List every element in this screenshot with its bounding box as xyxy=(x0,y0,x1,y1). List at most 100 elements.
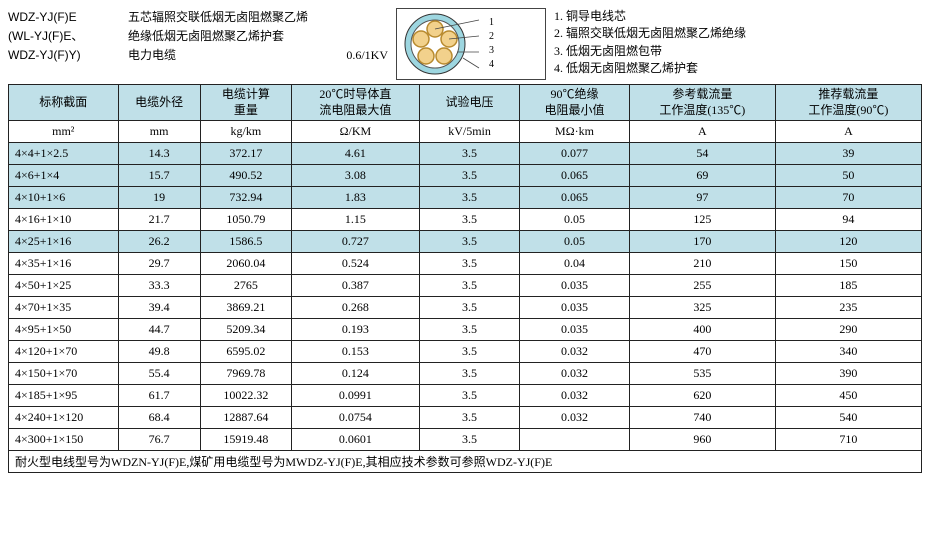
cell: 14.3 xyxy=(118,143,200,165)
cell: 2060.04 xyxy=(200,253,291,275)
cell: 0.124 xyxy=(292,363,420,385)
footnote-row: 耐火型电线型号为WDZN-YJ(F)E,煤矿用电缆型号为MWDZ-YJ(F)E,… xyxy=(9,451,922,473)
col-header-2: 电缆计算重量 xyxy=(200,85,291,121)
cell: 372.17 xyxy=(200,143,291,165)
cell: 29.7 xyxy=(118,253,200,275)
cell: 26.2 xyxy=(118,231,200,253)
cell: 0.035 xyxy=(520,297,630,319)
cell: 4×300+1×150 xyxy=(9,429,119,451)
table-row: 4×300+1×15076.715919.480.06013.5960710 xyxy=(9,429,922,451)
col-header-5: 90℃绝缘电阻最小值 xyxy=(520,85,630,121)
cell: 3869.21 xyxy=(200,297,291,319)
cell: 0.0754 xyxy=(292,407,420,429)
table-row: 4×10+1×619732.941.833.50.0659770 xyxy=(9,187,922,209)
cell: 4×35+1×16 xyxy=(9,253,119,275)
cell: 94 xyxy=(775,209,921,231)
cell: 44.7 xyxy=(118,319,200,341)
table-row: 4×70+1×3539.43869.210.2683.50.035325235 xyxy=(9,297,922,319)
cell: 4×25+1×16 xyxy=(9,231,119,253)
cell: 7969.78 xyxy=(200,363,291,385)
spec-table: 标称截面电缆外径电缆计算重量20℃时导体直流电阻最大值试验电压90℃绝缘电阻最小… xyxy=(8,84,922,473)
col-unit-5: MΩ·km xyxy=(520,121,630,143)
cell: 12887.64 xyxy=(200,407,291,429)
col-unit-4: kV/5min xyxy=(419,121,519,143)
cell: 15.7 xyxy=(118,165,200,187)
cell: 39.4 xyxy=(118,297,200,319)
cell: 4×95+1×50 xyxy=(9,319,119,341)
cell: 49.8 xyxy=(118,341,200,363)
cell: 76.7 xyxy=(118,429,200,451)
legend-1: 1. 铜导电线芯 xyxy=(554,8,922,25)
cell: 325 xyxy=(629,297,775,319)
cell: 125 xyxy=(629,209,775,231)
cell: 732.94 xyxy=(200,187,291,209)
cell: 0.04 xyxy=(520,253,630,275)
cell: 0.727 xyxy=(292,231,420,253)
table-row: 4×6+1×415.7490.523.083.50.0656950 xyxy=(9,165,922,187)
cell xyxy=(520,429,630,451)
header-row-2: mm²mmkg/kmΩ/KMkV/5minMΩ·kmAA xyxy=(9,121,922,143)
cell: 540 xyxy=(775,407,921,429)
table-row: 4×150+1×7055.47969.780.1243.50.032535390 xyxy=(9,363,922,385)
col-unit-7: A xyxy=(775,121,921,143)
table-row: 4×4+1×2.514.3372.174.613.50.0775439 xyxy=(9,143,922,165)
cell: 620 xyxy=(629,385,775,407)
table-row: 4×25+1×1626.21586.50.7273.50.05170120 xyxy=(9,231,922,253)
cell: 2765 xyxy=(200,275,291,297)
cell: 0.035 xyxy=(520,319,630,341)
cell: 50 xyxy=(775,165,921,187)
cell: 0.035 xyxy=(520,275,630,297)
diagram-number-labels: 1 2 3 4 xyxy=(487,12,496,76)
cell: 21.7 xyxy=(118,209,200,231)
cell: 4.61 xyxy=(292,143,420,165)
cell: 33.3 xyxy=(118,275,200,297)
table-row: 4×120+1×7049.86595.020.1533.50.032470340 xyxy=(9,341,922,363)
hdr-voltage: 0.6/1KV xyxy=(346,46,388,65)
cell: 0.077 xyxy=(520,143,630,165)
cell: 0.0601 xyxy=(292,429,420,451)
cell: 97 xyxy=(629,187,775,209)
col-header-7: 推荐载流量工作温度(90℃) xyxy=(775,85,921,121)
cell: 960 xyxy=(629,429,775,451)
cell: 1050.79 xyxy=(200,209,291,231)
cell: 3.5 xyxy=(419,319,519,341)
hdr-code-2: WDZ-YJ(F)Y) xyxy=(8,46,128,65)
col-header-6: 参考载流量工作温度(135℃) xyxy=(629,85,775,121)
cell: 3.5 xyxy=(419,429,519,451)
cell: 1.15 xyxy=(292,209,420,231)
cell: 39 xyxy=(775,143,921,165)
cell: 0.153 xyxy=(292,341,420,363)
col-header-3: 20℃时导体直流电阻最大值 xyxy=(292,85,420,121)
cell: 0.032 xyxy=(520,363,630,385)
table-body: 4×4+1×2.514.3372.174.613.50.07754394×6+1… xyxy=(9,143,922,473)
cell: 3.08 xyxy=(292,165,420,187)
cell: 6595.02 xyxy=(200,341,291,363)
cell: 0.032 xyxy=(520,407,630,429)
hdr-code-0: WDZ-YJ(F)E xyxy=(8,8,128,27)
cell: 3.5 xyxy=(419,165,519,187)
col-header-1: 电缆外径 xyxy=(118,85,200,121)
legend-2: 2. 辐照交联低烟无卤阻燃聚乙烯绝缘 xyxy=(554,25,922,42)
cell: 0.032 xyxy=(520,341,630,363)
col-unit-0: mm² xyxy=(9,121,119,143)
cell: 0.524 xyxy=(292,253,420,275)
cell: 290 xyxy=(775,319,921,341)
col-unit-6: A xyxy=(629,121,775,143)
table-row: 4×240+1×12068.412887.640.07543.50.032740… xyxy=(9,407,922,429)
cell: 3.5 xyxy=(419,363,519,385)
col-unit-1: mm xyxy=(118,121,200,143)
cell: 3.5 xyxy=(419,407,519,429)
cell: 1.83 xyxy=(292,187,420,209)
cell: 4×150+1×70 xyxy=(9,363,119,385)
cell: 185 xyxy=(775,275,921,297)
table-head: 标称截面电缆外径电缆计算重量20℃时导体直流电阻最大值试验电压90℃绝缘电阻最小… xyxy=(9,85,922,143)
cell: 54 xyxy=(629,143,775,165)
cell: 235 xyxy=(775,297,921,319)
cell: 4×4+1×2.5 xyxy=(9,143,119,165)
cell: 68.4 xyxy=(118,407,200,429)
hdr-desc-1: 绝缘低烟无卤阻燃聚乙烯护套 xyxy=(128,27,388,46)
legend-4: 4. 低烟无卤阻燃聚乙烯护套 xyxy=(554,60,922,77)
cell: 3.5 xyxy=(419,275,519,297)
cell: 710 xyxy=(775,429,921,451)
table-row: 4×95+1×5044.75209.340.1933.50.035400290 xyxy=(9,319,922,341)
